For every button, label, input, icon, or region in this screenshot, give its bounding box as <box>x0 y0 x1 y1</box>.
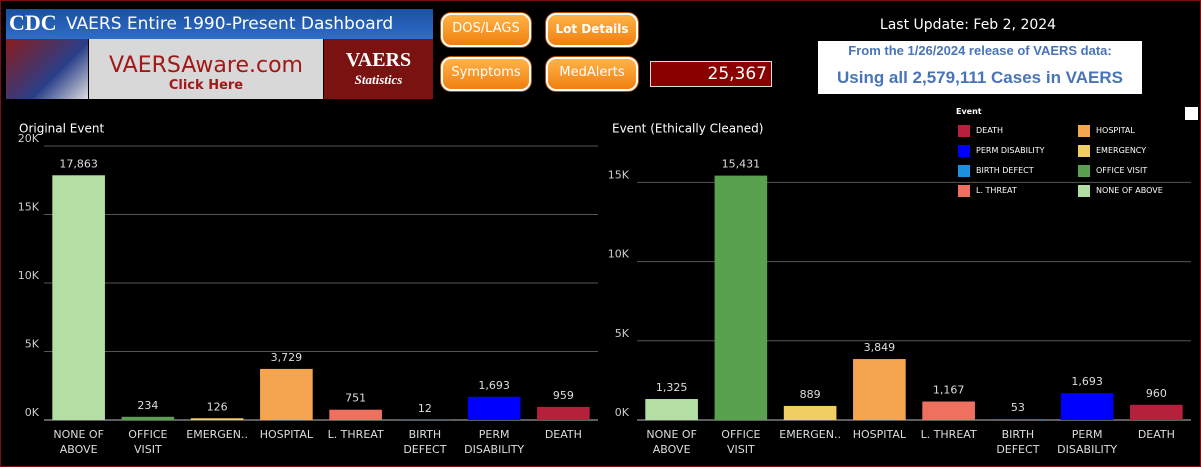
x-tick-label: EMERGEN.. <box>186 428 248 441</box>
release-note: From the 1/26/2024 release of VAERS data… <box>848 43 1112 58</box>
y-tick-label: 15K <box>18 201 40 214</box>
bar <box>537 406 590 420</box>
bar <box>260 368 313 420</box>
y-tick-label: 15K <box>608 168 630 181</box>
x-tick-label: OFFICE VISIT <box>128 428 168 456</box>
bar <box>783 405 837 420</box>
value-label: 960 <box>1146 387 1167 400</box>
value-label: 889 <box>800 388 821 401</box>
value-label: 1,693 <box>1071 375 1103 388</box>
value-label: 53 <box>1011 401 1025 414</box>
counter: 25,367 <box>650 61 772 87</box>
x-tick-label: EMERGEN.. <box>779 428 841 441</box>
x-tick-label: L. THREAT <box>920 428 977 441</box>
value-label: 15,431 <box>722 158 761 171</box>
value-label: 1,325 <box>656 381 688 394</box>
legend-label: L. THREAT <box>976 186 1017 195</box>
y-tick-label: 10K <box>608 248 630 261</box>
x-tick-label: L. THREAT <box>327 428 384 441</box>
value-label: 3,849 <box>864 341 896 354</box>
legend-label: HOSPITAL <box>1096 126 1135 135</box>
bar <box>52 175 105 420</box>
banner-link[interactable]: Click Here <box>168 78 244 93</box>
value-label: 234 <box>137 399 158 412</box>
button[interactable]: Symptoms <box>441 57 531 91</box>
y-tick-label: 5K <box>615 327 630 340</box>
stats-subtitle[interactable]: Statistics <box>354 72 403 87</box>
legend-label: OFFICE VISIT <box>1096 166 1148 175</box>
banner[interactable]: VAERSAware.com Click Here <box>89 39 323 99</box>
legend-label: NONE OF ABOVE <box>1096 186 1163 195</box>
y-tick-label: 0K <box>25 406 40 419</box>
y-tick-label: 0K <box>615 406 630 419</box>
legend-label: DEATH <box>976 126 1003 135</box>
legend-swatch <box>958 185 970 197</box>
x-tick-label: HOSPITAL <box>852 428 907 441</box>
value-label: 751 <box>345 392 366 405</box>
banner-text[interactable]: VAERSAware.com <box>109 53 303 78</box>
value-label: 126 <box>207 400 228 413</box>
bar <box>714 175 768 420</box>
button[interactable]: DOS/LAGS <box>441 13 531 47</box>
y-tick-label: 10K <box>18 269 40 282</box>
x-tick-label: BIRTH DEFECT <box>403 428 447 456</box>
x-tick-label: DEATH <box>1137 428 1175 441</box>
legend-swatch <box>958 145 970 157</box>
legend-swatch <box>1078 125 1090 137</box>
x-tick-label: PERM DISABILITY <box>1057 428 1118 456</box>
chart-title: Event (Ethically Cleaned) <box>612 122 763 136</box>
y-tick-label: 20K <box>18 132 40 145</box>
release-box: From the 1/26/2024 release of VAERS data… <box>818 41 1142 94</box>
legend-label: PERM DISABILITY <box>976 146 1045 155</box>
x-tick-label: NONE OF ABOVE <box>53 428 104 456</box>
legend-swatch <box>1078 185 1090 197</box>
value-label: 12 <box>418 402 432 415</box>
bar <box>329 409 382 420</box>
bar <box>190 418 244 420</box>
bar <box>467 396 521 420</box>
x-tick-label: PERM DISABILITY <box>464 428 525 456</box>
bar <box>991 419 1045 420</box>
stats-box[interactable]: VAERS Statistics <box>324 39 433 99</box>
y-tick-label: 5K <box>25 338 40 351</box>
x-tick-label: DEATH <box>544 428 582 441</box>
value-label: 1,693 <box>478 379 510 392</box>
bar <box>922 401 975 420</box>
legend-label: EMERGENCY <box>1096 146 1147 155</box>
value-label: 17,863 <box>59 157 98 170</box>
last-update: Last Update: Feb 2, 2024 <box>879 17 1057 33</box>
legend-swatch <box>1078 165 1090 177</box>
button[interactable]: MedAlerts <box>546 57 638 91</box>
value-label: 959 <box>553 389 574 402</box>
x-tick-label: HOSPITAL <box>259 428 314 441</box>
bar <box>1060 393 1114 420</box>
legend-swatch <box>958 165 970 177</box>
title-bar: CDC VAERS Entire 1990-Present Dashboard <box>6 9 433 39</box>
stats-title[interactable]: VAERS <box>345 49 412 71</box>
logo: CDC <box>9 10 57 35</box>
value-label: 3,729 <box>271 351 303 364</box>
bar <box>121 416 175 420</box>
button[interactable]: Lot Details <box>546 13 638 47</box>
chart-title: Original Event <box>19 122 104 136</box>
x-tick-label: OFFICE VISIT <box>721 428 761 456</box>
bar <box>853 359 906 420</box>
value-label: 1,167 <box>933 384 965 397</box>
cases-note: Using all 2,579,111 Cases in VAERS <box>836 68 1123 87</box>
x-tick-label: BIRTH DEFECT <box>996 428 1040 456</box>
dashboard-title: VAERS Entire 1990-Present Dashboard <box>66 14 394 34</box>
toggle[interactable] <box>1185 107 1198 120</box>
legend-label: BIRTH DEFECT <box>976 166 1034 175</box>
x-tick-label: NONE OF ABOVE <box>646 428 697 456</box>
bar <box>645 399 698 420</box>
legend-title: Event <box>956 107 982 116</box>
eagle-image <box>6 39 88 99</box>
bar <box>1130 404 1183 420</box>
legend-swatch <box>958 125 970 137</box>
legend-swatch <box>1078 145 1090 157</box>
